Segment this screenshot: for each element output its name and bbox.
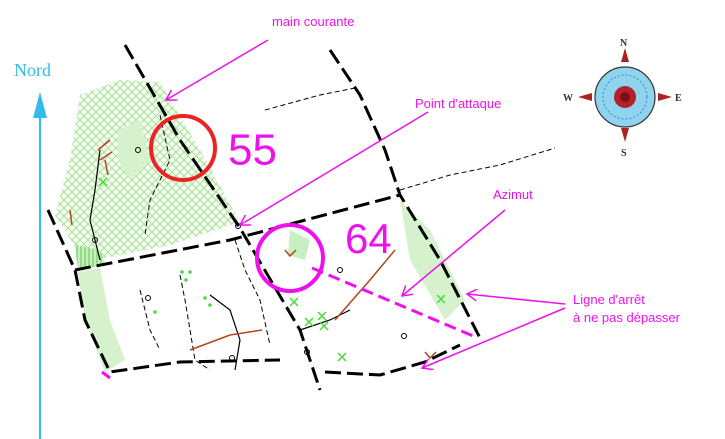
- map-terrain: [55, 80, 465, 372]
- annotation-label: à ne pas dépasser: [573, 310, 681, 325]
- annotation-label: Azimut: [493, 187, 533, 202]
- map-dots: [153, 270, 212, 314]
- north-arrowhead: [33, 92, 47, 118]
- compass-label: S: [621, 148, 627, 159]
- orienteering-diagram: Nord: [0, 0, 725, 439]
- compass-label: W: [563, 93, 573, 104]
- control-number: 64: [345, 215, 392, 262]
- control-number: 55: [228, 126, 277, 175]
- annotation-label: main courante: [272, 14, 354, 29]
- page: Nord: [0, 0, 725, 439]
- compass: N W E S: [563, 38, 682, 159]
- annotation-label: Point d'attaque: [415, 96, 501, 111]
- start-mark: [102, 372, 110, 378]
- compass-label: E: [675, 93, 682, 104]
- north-label: Nord: [14, 60, 51, 80]
- annotation-label: Ligne d'arrêt: [573, 292, 645, 307]
- compass-label: N: [620, 38, 628, 49]
